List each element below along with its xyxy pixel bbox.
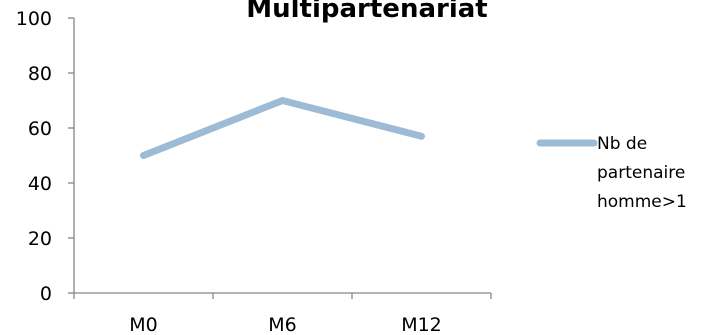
- y-tick-label: 40: [28, 173, 52, 195]
- legend: Nb de partenaire homme>1: [536, 134, 687, 212]
- x-tick-label: M12: [401, 314, 442, 335]
- series-line: [140, 96, 425, 159]
- x-tick-label: M6: [268, 314, 296, 335]
- y-tick-label: 80: [28, 63, 52, 85]
- y-tick-label: 60: [28, 118, 52, 140]
- series-layer: [140, 96, 425, 159]
- legend-label-line: Nb de: [597, 134, 647, 154]
- y-tick-label: 100: [16, 8, 52, 30]
- chart-title: Multipartenariat: [246, 0, 487, 24]
- legend-label-line: homme>1: [597, 192, 687, 212]
- x-axis-ticks: M0 M6 M12: [73, 293, 492, 335]
- legend-label-line: partenaire: [597, 163, 685, 183]
- x-tick-label: M0: [129, 314, 157, 335]
- y-axis-ticks: 0 20 40 60 80 100: [16, 8, 74, 305]
- y-tick-label: 20: [28, 228, 52, 250]
- y-tick-label: 0: [40, 283, 52, 305]
- legend-label: Nb de partenaire homme>1: [597, 134, 687, 212]
